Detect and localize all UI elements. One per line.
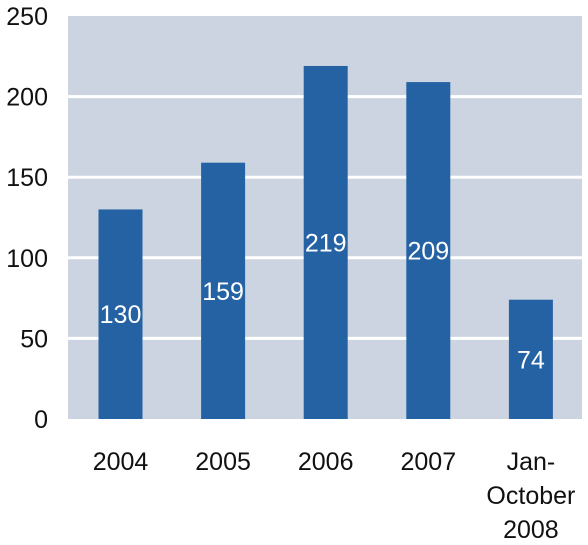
- y-tick-label: 150: [6, 164, 48, 192]
- y-tick-label: 50: [20, 325, 48, 353]
- y-tick-label: 0: [34, 406, 48, 434]
- y-tick-label: 250: [6, 3, 48, 31]
- x-tick-label: 2006: [298, 448, 354, 476]
- y-tick-label: 100: [6, 245, 48, 273]
- bar-value-label: 159: [202, 278, 244, 306]
- x-tick-label: 2004: [93, 448, 149, 476]
- bar-value-label: 130: [100, 301, 142, 329]
- bar-value-label: 74: [517, 346, 545, 374]
- x-tick-label: 2007: [400, 448, 456, 476]
- x-axis-ticks: 2004 2005 2006 2007 Jan-October 2008: [93, 448, 576, 544]
- bar: [508, 299, 553, 419]
- x-tick-label: Jan-October 2008: [486, 448, 575, 544]
- bar-value-label: 219: [305, 229, 347, 257]
- y-axis-ticks: 0 50 100 150 200 250: [6, 3, 48, 434]
- y-tick-label: 200: [6, 84, 48, 112]
- bar: [406, 82, 451, 419]
- bars: [98, 65, 553, 420]
- bar: [98, 209, 143, 419]
- bar: [201, 162, 246, 419]
- data-labels: 130 159 219 209 74: [100, 229, 545, 374]
- bar-value-label: 209: [407, 238, 449, 266]
- bar: [303, 65, 348, 420]
- x-tick-label: 2005: [195, 448, 251, 476]
